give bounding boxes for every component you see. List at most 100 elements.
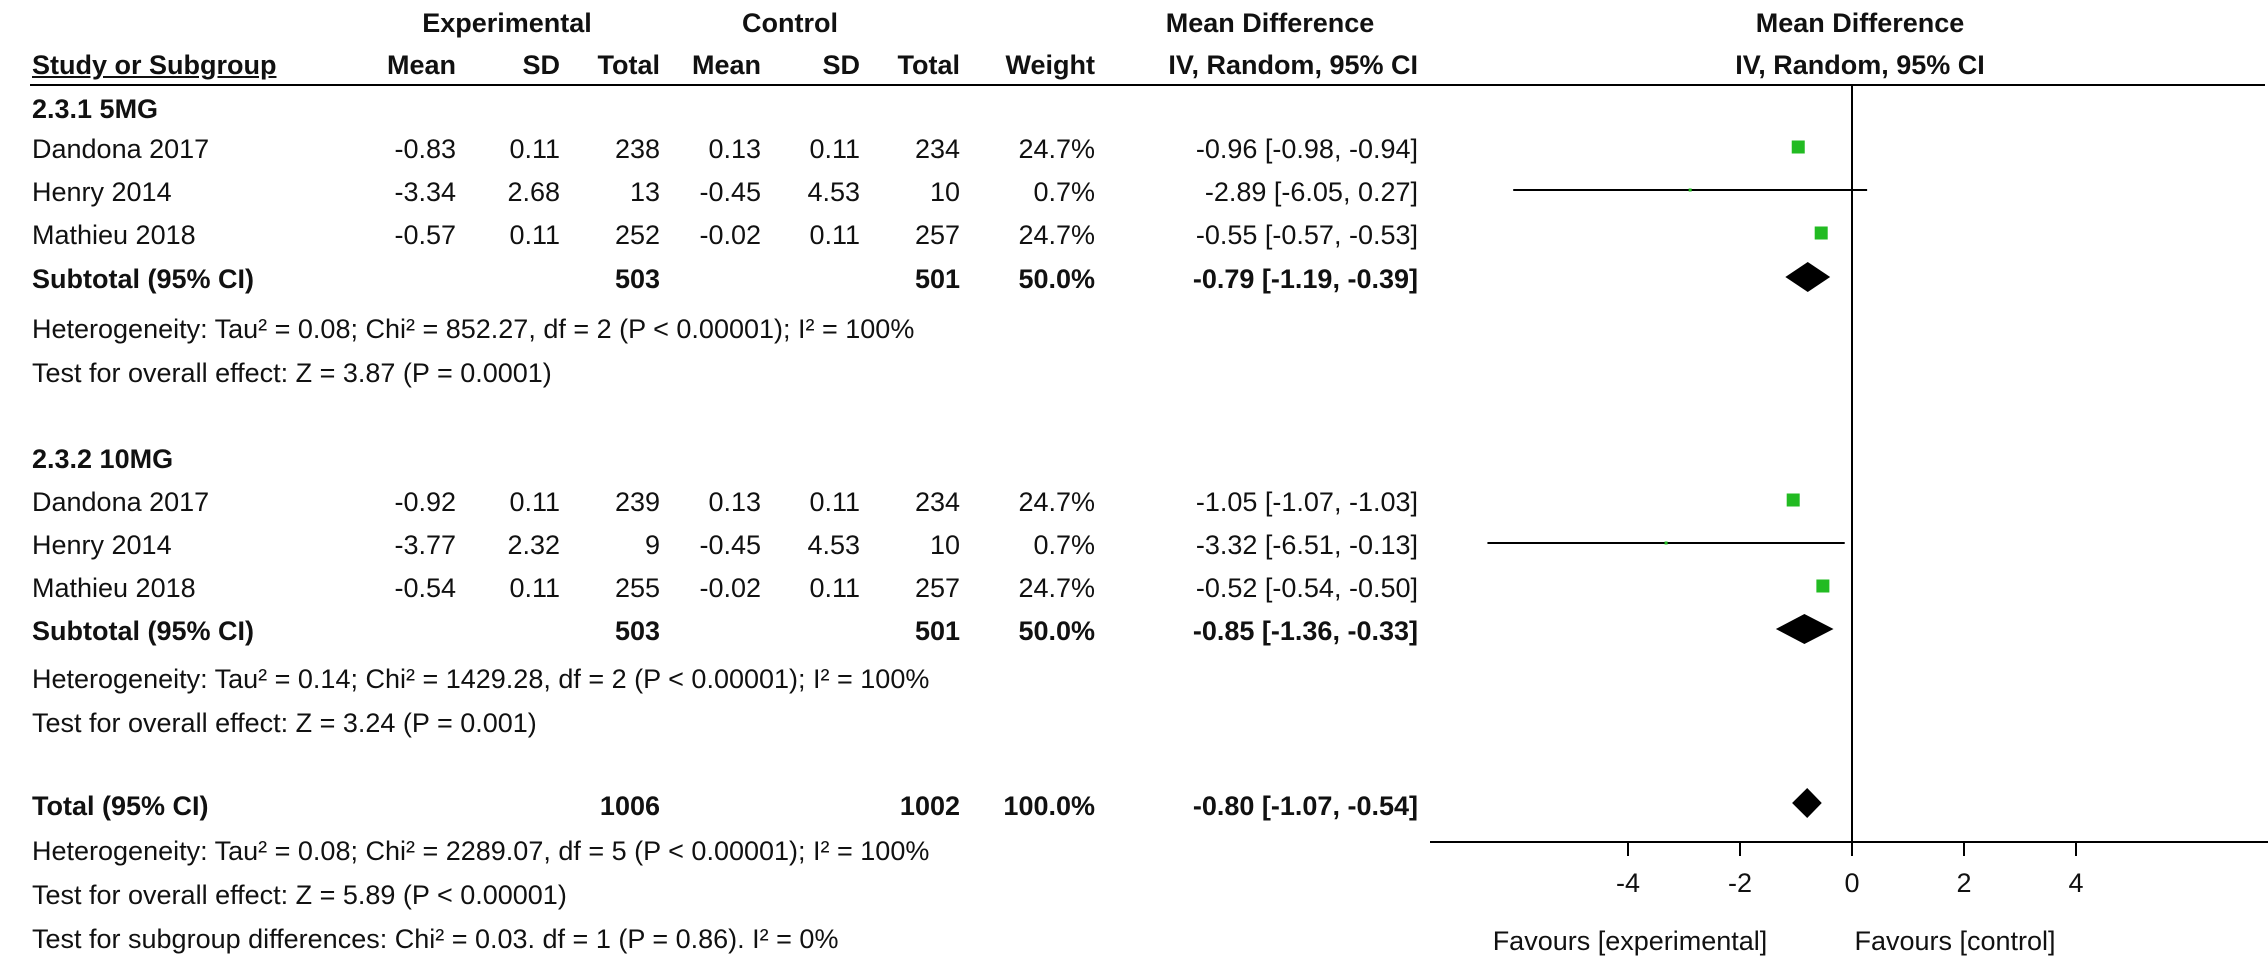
study-name: Henry 2014 [32, 530, 172, 560]
subgroup-label: 2.3.2 10MG [32, 444, 174, 474]
exp-total: 9 [644, 530, 660, 560]
ctl-mean: 0.13 [708, 487, 761, 517]
ctl-total: 1002 [899, 791, 960, 821]
exp-total: 503 [614, 264, 660, 294]
weight: 50.0% [1018, 616, 1095, 646]
x-tick-label: 4 [2068, 868, 2083, 898]
exp-total: 255 [614, 573, 660, 603]
ctl-sd: 4.53 [807, 177, 860, 207]
ctl-mean: -0.02 [699, 573, 761, 603]
header-experimental: Experimental [422, 8, 592, 38]
plot-title: Mean Difference [1755, 8, 1965, 38]
exp-mean: -3.77 [394, 530, 456, 560]
col-md-header: IV, Random, 95% CI [1168, 50, 1418, 80]
ctl-total: 10 [929, 177, 960, 207]
ctl-total: 257 [914, 573, 960, 603]
weight: 0.7% [1033, 177, 1095, 207]
col-weight-header: Weight [1005, 50, 1096, 80]
mean-difference-ci: -0.96 [-0.98, -0.94] [1195, 134, 1418, 164]
exp-sd: 0.11 [509, 134, 560, 164]
mean-difference-ci: -0.52 [-0.54, -0.50] [1195, 573, 1418, 603]
col-ctl-sd-header: SD [822, 50, 860, 80]
favours-right-label: Favours [control] [1854, 926, 2055, 956]
study-marker [1786, 493, 1800, 507]
col-exp-mean-header: Mean [386, 50, 456, 80]
total-diamond [1792, 788, 1822, 818]
plot-subtitle: IV, Random, 95% CI [1735, 50, 1985, 80]
col-exp-total-header: Total [597, 50, 661, 80]
subtotal-label: Subtotal (95% CI) [32, 616, 255, 646]
header-control: Control [742, 8, 838, 38]
overall-effect-text: Test for overall effect: Z = 3.24 (P = 0… [32, 708, 537, 738]
ctl-sd: 0.11 [809, 487, 860, 517]
weight: 24.7% [1018, 487, 1095, 517]
exp-total: 239 [614, 487, 660, 517]
exp-mean: -0.57 [394, 220, 456, 250]
exp-total: 13 [629, 177, 660, 207]
overall-effect-text: Test for overall effect: Z = 3.87 (P = 0… [32, 358, 552, 388]
ctl-mean: -0.45 [699, 530, 761, 560]
mean-difference-ci: -0.85 [-1.36, -0.33] [1192, 616, 1418, 646]
exp-sd: 2.32 [507, 530, 560, 560]
exp-mean: -0.83 [394, 134, 456, 164]
mean-difference-ci: -2.89 [-6.05, 0.27] [1204, 177, 1418, 207]
header-rule [30, 84, 2265, 86]
col-exp-sd-header: SD [522, 50, 560, 80]
study-name: Mathieu 2018 [32, 220, 196, 250]
exp-total: 503 [614, 616, 660, 646]
ctl-total: 234 [914, 134, 960, 164]
heterogeneity-text: Heterogeneity: Tau² = 0.14; Chi² = 1429.… [32, 664, 930, 694]
ctl-mean: -0.45 [699, 177, 761, 207]
x-tick-label: 2 [1956, 868, 1971, 898]
header-mean-difference: Mean Difference [1165, 8, 1375, 38]
study-marker [1816, 579, 1830, 593]
exp-mean: -0.92 [394, 487, 456, 517]
subgroup-label: 2.3.1 5MG [32, 94, 159, 124]
total-overall-effect-text: Test for overall effect: Z = 5.89 (P < 0… [32, 880, 567, 910]
exp-mean: -3.34 [394, 177, 456, 207]
total-label: Total (95% CI) [32, 791, 209, 821]
col-ctl-total-header: Total [897, 50, 961, 80]
study-name: Henry 2014 [32, 177, 172, 207]
exp-total: 252 [614, 220, 660, 250]
ctl-sd: 0.11 [809, 134, 860, 164]
weight: 24.7% [1018, 573, 1095, 603]
mean-difference-ci: -0.55 [-0.57, -0.53] [1195, 220, 1418, 250]
exp-total: 238 [614, 134, 660, 164]
exp-mean: -0.54 [394, 573, 456, 603]
ctl-sd: 4.53 [807, 530, 860, 560]
ctl-total: 501 [914, 264, 960, 294]
exp-sd: 0.11 [509, 487, 560, 517]
ctl-sd: 0.11 [809, 573, 860, 603]
exp-sd: 2.68 [507, 177, 560, 207]
study-name: Dandona 2017 [32, 487, 210, 517]
mean-difference-ci: -0.79 [-1.19, -0.39] [1192, 264, 1418, 294]
col-ctl-mean-header: Mean [691, 50, 761, 80]
subgroup-differences-text: Test for subgroup differences: Chi² = 0.… [32, 924, 839, 954]
exp-sd: 0.11 [509, 573, 560, 603]
x-tick-label: -4 [1616, 868, 1640, 898]
ctl-sd: 0.11 [809, 220, 860, 250]
favours-left-label: Favours [experimental] [1493, 926, 1768, 956]
study-marker [1814, 226, 1828, 240]
weight: 24.7% [1018, 134, 1095, 164]
mean-difference-ci: -0.80 [-1.07, -0.54] [1192, 791, 1418, 821]
mean-difference-ci: -3.32 [-6.51, -0.13] [1195, 530, 1418, 560]
mean-difference-ci: -1.05 [-1.07, -1.03] [1195, 487, 1418, 517]
col-study-header: Study or Subgroup [32, 50, 277, 80]
study-name: Dandona 2017 [32, 134, 210, 164]
weight: 50.0% [1018, 264, 1095, 294]
study-marker [1791, 140, 1805, 154]
heterogeneity-text: Heterogeneity: Tau² = 0.08; Chi² = 852.2… [32, 314, 915, 344]
subtotal-label: Subtotal (95% CI) [32, 264, 255, 294]
ctl-mean: 0.13 [708, 134, 761, 164]
ctl-mean: -0.02 [699, 220, 761, 250]
subtotal-diamond [1775, 614, 1834, 644]
x-tick-label: 0 [1844, 868, 1859, 898]
study-marker [1664, 541, 1668, 545]
weight: 24.7% [1018, 220, 1095, 250]
x-tick-label: -2 [1728, 868, 1752, 898]
ctl-total: 501 [914, 616, 960, 646]
study-name: Mathieu 2018 [32, 573, 196, 603]
